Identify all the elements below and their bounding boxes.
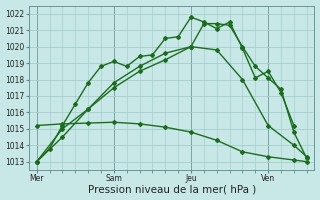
X-axis label: Pression niveau de la mer( hPa ): Pression niveau de la mer( hPa ) [88, 184, 256, 194]
